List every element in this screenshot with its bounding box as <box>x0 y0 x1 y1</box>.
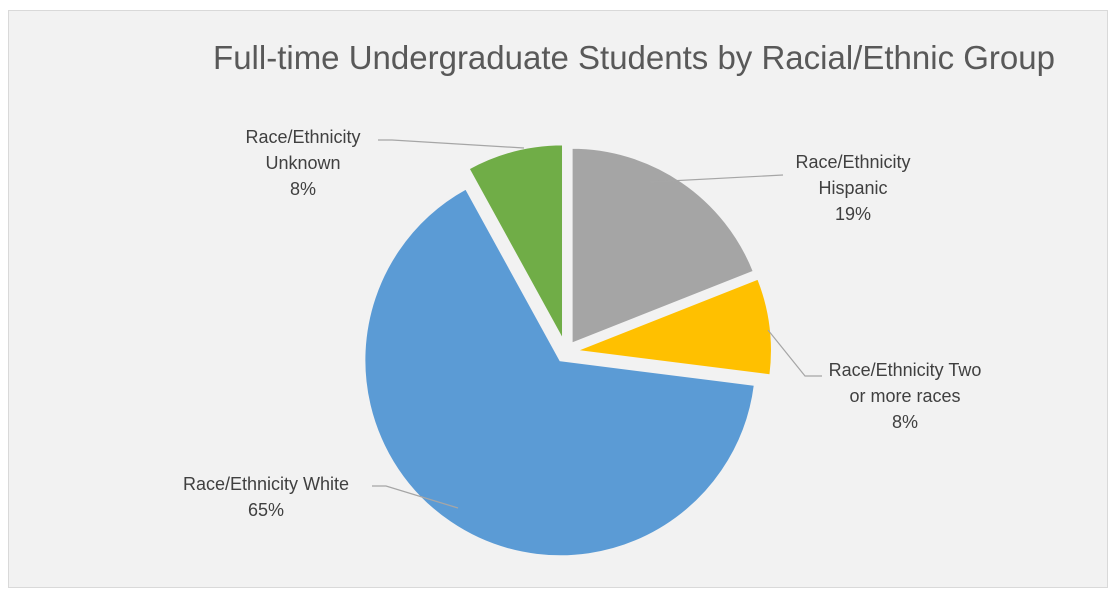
data-label-line: 65% <box>248 500 284 520</box>
data-label-line: Race/Ethnicity <box>795 152 910 172</box>
data-label: Race/Ethnicity Unknown 8% <box>245 127 360 199</box>
data-label-line: Hispanic <box>818 178 887 198</box>
leader-line <box>649 174 784 183</box>
pie-slice-race-ethnicity-two-or-more-races <box>575 277 773 377</box>
leader-line <box>767 329 822 377</box>
pie-slice-race-ethnicity-unknown <box>467 143 565 341</box>
data-label-line: Unknown <box>265 153 340 173</box>
data-label-line: or more races <box>849 386 960 406</box>
pie-slice-race-ethnicity-hispanic <box>570 146 756 346</box>
pie-slice-race-ethnicity-white <box>363 187 756 558</box>
data-label-line: Race/Ethnicity Two <box>829 360 982 380</box>
leader-line <box>378 139 525 149</box>
data-label: Race/Ethnicity Two or more races 8% <box>829 360 982 432</box>
data-label-line: Race/Ethnicity <box>245 127 360 147</box>
chart-title: Full-time Undergraduate Students by Raci… <box>213 39 1055 76</box>
data-label-line: 19% <box>835 204 871 224</box>
data-label: Race/Ethnicity Hispanic 19% <box>795 152 910 224</box>
data-label-line: Race/Ethnicity White <box>183 474 349 494</box>
data-label-line: 8% <box>892 412 918 432</box>
data-label: Race/Ethnicity White 65% <box>183 474 349 520</box>
leader-line <box>372 485 459 509</box>
data-label-line: 8% <box>290 179 316 199</box>
